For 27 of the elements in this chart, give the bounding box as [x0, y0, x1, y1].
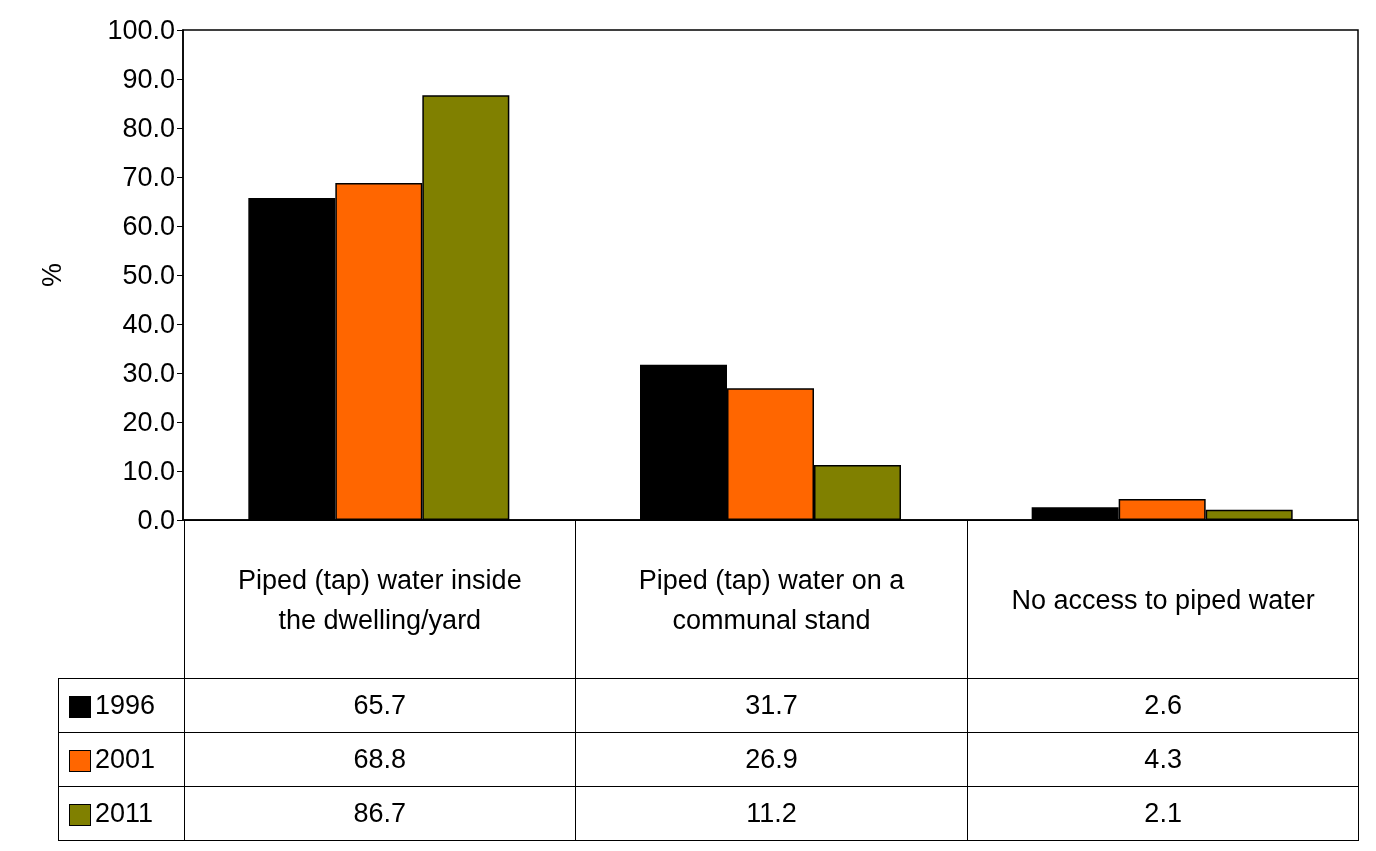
data-label: 26.9 [575, 732, 968, 787]
data-label: 11.2 [575, 786, 968, 841]
data-label: 68.8 [184, 732, 576, 787]
x-tick-label: Piped (tap) water on a communal stand [575, 520, 968, 679]
x-tick-label: Piped (tap) water inside the dwelling/yard [184, 520, 576, 679]
y-tick-label: 60.0 [122, 211, 175, 241]
y-tick-label: 20.0 [122, 407, 175, 437]
y-tick-label: 10.0 [122, 456, 175, 486]
data-label: 2.1 [967, 786, 1359, 841]
y-tick-label: 80.0 [122, 113, 175, 143]
data-label: 2.6 [967, 678, 1359, 733]
data-label: 4.3 [967, 732, 1359, 787]
data-label: 65.7 [184, 678, 576, 733]
data-label: 31.7 [575, 678, 968, 733]
y-tick-label: 100.0 [107, 15, 175, 45]
legend-label: 2001 [95, 744, 156, 774]
legend-label: 2011 [95, 798, 154, 828]
legend-label: 1996 [95, 690, 156, 720]
data-label: 86.7 [184, 786, 576, 841]
y-tick-label: 50.0 [122, 260, 175, 290]
y-tick-label: 90.0 [122, 64, 175, 94]
y-axis-title: % [36, 262, 67, 288]
y-tick-label: 30.0 [122, 358, 175, 388]
y-tick-label: 40.0 [122, 309, 175, 339]
y-tick-label: 70.0 [122, 162, 175, 192]
y-tick-label: 0.0 [137, 505, 175, 535]
x-tick-label: No access to piped water [967, 520, 1359, 679]
